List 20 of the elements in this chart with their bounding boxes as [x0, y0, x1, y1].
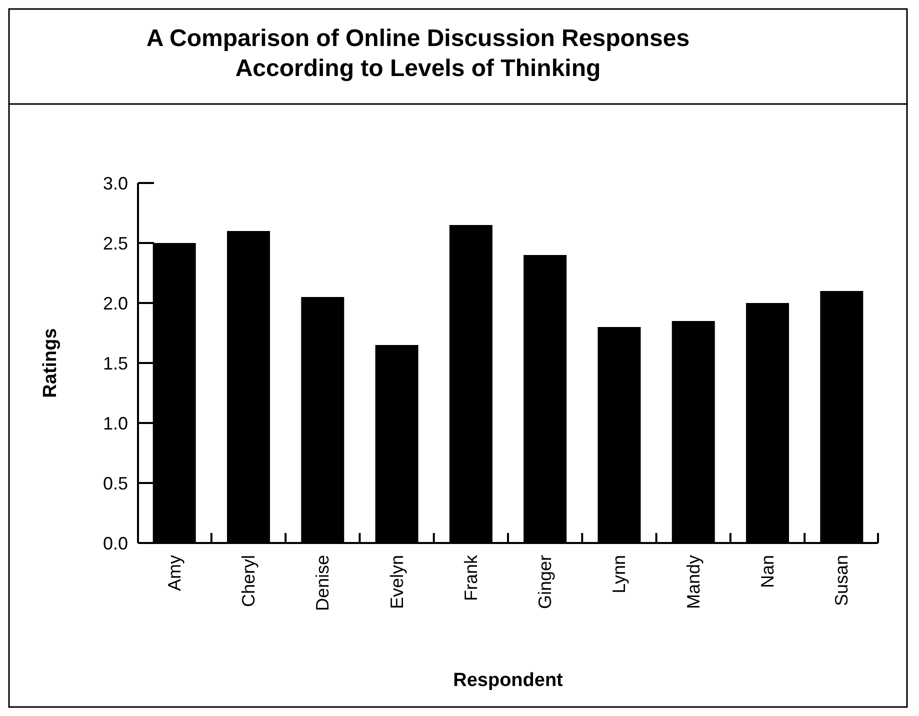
x-tick-label: Evelyn [386, 555, 407, 610]
x-tick-label: Mandy [683, 555, 704, 610]
x-tick-label: Frank [460, 554, 481, 602]
y-tick-label: 0.0 [102, 533, 128, 554]
x-axis-title: Respondent [453, 670, 564, 691]
x-tick-label: Denise [312, 555, 333, 612]
y-tick-label: 1.0 [102, 413, 128, 434]
x-tick-label: Amy [164, 555, 184, 591]
x-tick-label: Ginger [535, 555, 556, 610]
x-tick-label: Lynn [609, 555, 630, 594]
x-tick-label: Cheryl [238, 555, 258, 608]
y-axis-title: Ratings [40, 328, 61, 398]
x-tick-label: Susan [832, 555, 852, 606]
y-tick-label: 2.0 [102, 293, 128, 314]
y-tick-label: 3.0 [102, 173, 128, 194]
y-tick-label: 0.5 [102, 473, 128, 494]
chart-title: A Comparison of Online Discussion Responses According to Levels of Thinking [146, 25, 690, 82]
y-tick-label: 2.5 [102, 233, 128, 254]
y-tick-label: 1.5 [102, 353, 128, 374]
x-tick-label: Nan [758, 555, 778, 588]
